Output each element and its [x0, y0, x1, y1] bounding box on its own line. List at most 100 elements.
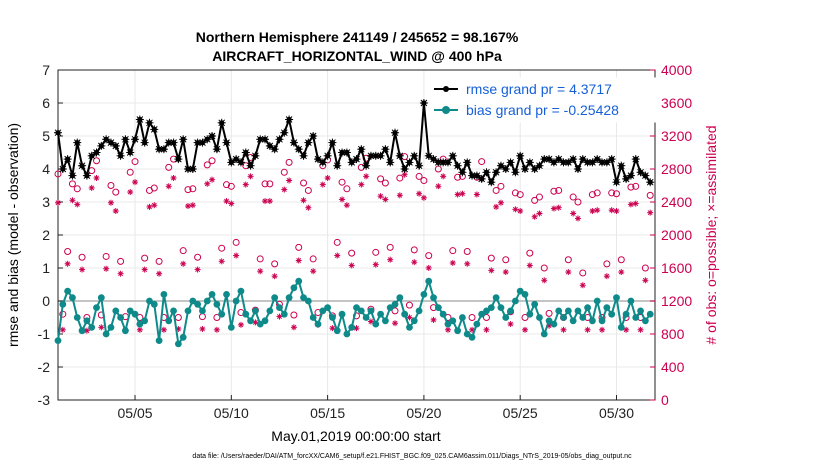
rmse-star-stroke [122, 135, 129, 143]
rmse-star-stroke [564, 159, 572, 166]
asterisk-stroke [147, 204, 152, 210]
rmse-point [270, 145, 279, 154]
rmse-point [116, 151, 125, 160]
rmse-star-stroke [88, 152, 96, 160]
obs-assimilated-point [237, 321, 244, 328]
obs-possible-point [492, 186, 500, 194]
obs-assimilated-point [290, 324, 297, 331]
chart-subtitle: AIRCRAFT_HORIZONTAL_WIND @ 400 hPa [212, 48, 502, 64]
rmse-point [482, 168, 491, 177]
rmse-star-stroke [463, 159, 471, 166]
rmse-star-stroke [608, 155, 616, 163]
bias-point [141, 317, 149, 325]
asterisk-stroke [334, 253, 340, 259]
bias-point [372, 320, 380, 328]
obs-assimilated-point [367, 318, 374, 325]
rmse-point [569, 155, 578, 164]
asterisk-stroke [623, 327, 629, 333]
asterisk-stroke [594, 207, 600, 213]
asterisk-stroke [570, 211, 576, 216]
asterisk-stroke [243, 182, 249, 188]
obs-assimilated-point [541, 277, 548, 284]
rmse-point [376, 151, 385, 160]
rmse-star-stroke [603, 159, 611, 166]
obs-assimilated-point [392, 320, 399, 327]
obs-possible-point [593, 189, 601, 197]
bias-point [353, 304, 360, 311]
rmse-point [492, 168, 501, 177]
bias-point [627, 297, 635, 305]
rmse-point [78, 161, 87, 170]
bias-point [150, 300, 158, 308]
rmse-star-stroke [314, 155, 322, 163]
obs-possible-point [280, 168, 288, 176]
bias-point [502, 314, 510, 321]
rmse-star-stroke [218, 119, 226, 127]
obs-possible-point [381, 179, 389, 187]
rmse-star-stroke [492, 168, 500, 176]
rmse-star-stroke [237, 159, 245, 166]
rmse-point [111, 141, 120, 150]
rmse-point [155, 145, 164, 154]
rmse-point [92, 148, 101, 157]
bias-point [174, 340, 182, 348]
obs-assimilated-point [170, 175, 177, 181]
rmse-star-stroke [589, 159, 596, 166]
rmse-point [530, 165, 539, 173]
obs-possible-point [372, 248, 380, 256]
y2-tick-label: 3600 [661, 95, 692, 111]
asterisk-stroke [301, 197, 306, 203]
asterisk-stroke [103, 266, 109, 272]
rmse-point [617, 161, 626, 170]
asterisk-stroke [407, 314, 412, 320]
rmse-point [453, 161, 462, 170]
obs-assimilated-point [117, 270, 124, 277]
y2-tick-label: 1600 [661, 260, 692, 276]
bias-point [213, 300, 221, 308]
obs-possible-point [184, 186, 192, 194]
bias-point [314, 320, 322, 328]
asterisk-stroke [344, 202, 350, 208]
bias-point [641, 317, 649, 325]
rmse-point [289, 138, 298, 147]
obs-assimilated-point [257, 268, 264, 275]
rmse-star-stroke [449, 152, 457, 160]
rmse-point [58, 165, 67, 173]
rmse-point [434, 158, 443, 167]
rmse-point [347, 158, 356, 167]
rmse-star-stroke [203, 135, 211, 143]
bias-point [338, 310, 346, 318]
obs-possible-point [266, 180, 274, 188]
asterisk-stroke [185, 203, 191, 209]
obs-possible-point [54, 170, 62, 178]
rmse-point [246, 161, 255, 170]
obs-assimilated-point [618, 269, 625, 276]
obs-assimilated-point [550, 205, 557, 212]
asterisk-stroke [464, 261, 470, 267]
asterisk-stroke [252, 319, 258, 325]
asterisk-stroke [580, 282, 586, 288]
asterisk-stroke [214, 327, 220, 333]
asterisk-stroke [325, 175, 331, 181]
rmse-star-stroke [512, 168, 519, 176]
obs-assimilated-point [623, 326, 630, 333]
obs-assimilated-point [189, 202, 196, 209]
obs-assimilated-point [565, 269, 572, 276]
obs-assimilated-point [444, 326, 451, 333]
obs-assimilated-point [98, 324, 105, 331]
bias-point [430, 294, 437, 302]
asterisk-stroke [392, 320, 398, 326]
obs-assimilated-point [160, 326, 167, 333]
obs-possible-point [194, 253, 202, 261]
rmse-point [602, 158, 611, 167]
rmse-point [164, 138, 173, 147]
rmse-star-stroke [54, 129, 62, 137]
obs-possible-point [545, 309, 553, 317]
rmse-star-stroke [295, 145, 303, 153]
rmse-point [612, 178, 621, 187]
asterisk-stroke [55, 200, 61, 206]
rmse-point [487, 178, 496, 187]
asterisk-stroke [296, 258, 302, 263]
y2-tick-label: 400 [661, 359, 685, 375]
obs-assimilated-point [435, 183, 442, 190]
